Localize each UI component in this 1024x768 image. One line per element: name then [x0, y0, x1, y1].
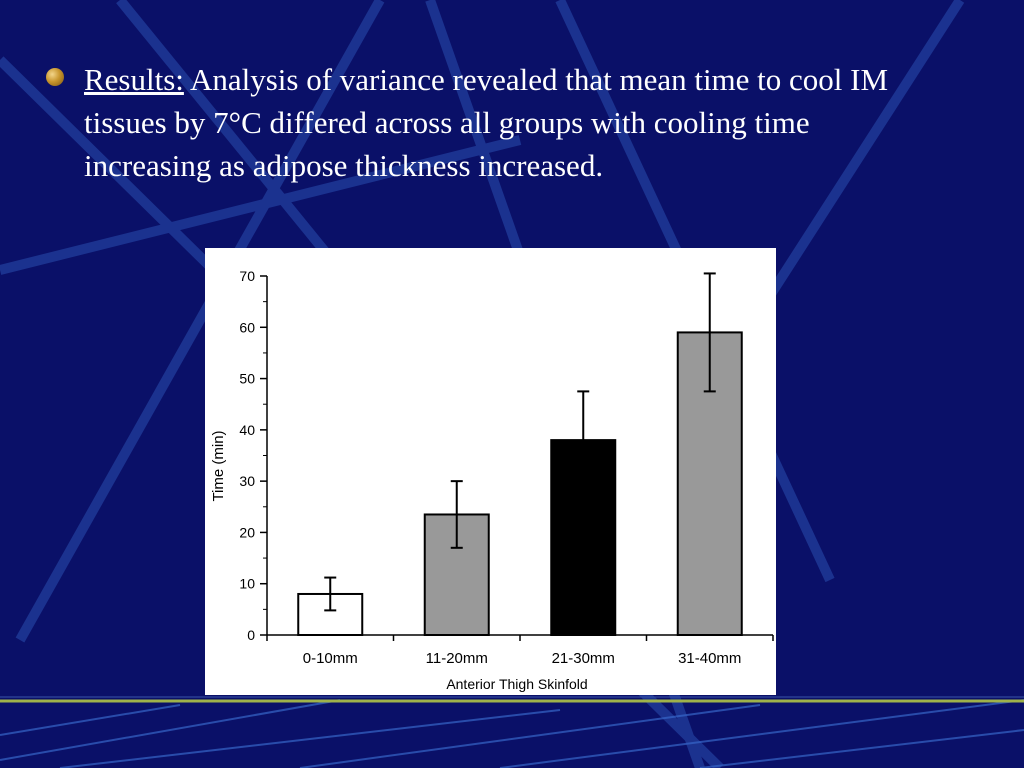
- y-tick-label: 40: [239, 422, 255, 438]
- bars: [297, 331, 743, 637]
- x-tick-label: 0-10mm: [303, 650, 358, 667]
- y-tick-label: 70: [239, 268, 255, 284]
- y-tick-label: 30: [239, 473, 255, 489]
- bar-chart: 0 10 20 30 40 50 60 70 0-10mm 11-20mm 21-30mm 31-4…: [210, 268, 774, 692]
- bullet-text: Results: Analysis of variance revealed t…: [84, 58, 904, 187]
- x-tick-label: 11-20mm: [426, 650, 488, 667]
- error-bars: [324, 272, 716, 612]
- y-tick-label: 0: [247, 627, 255, 643]
- x-axis-label: Anterior Thigh Skinfold: [446, 676, 587, 692]
- results-body: Analysis of variance revealed that mean …: [84, 62, 889, 183]
- x-tick-label: 21-30mm: [552, 650, 615, 667]
- bullet-icon: [46, 68, 64, 86]
- chart-panel: 0 10 20 30 40 50 60 70 0-10mm 11-20mm 21-30mm 31-4…: [205, 248, 776, 695]
- y-axis-label: Time (min): [210, 430, 227, 501]
- y-tick-label: 20: [239, 524, 255, 540]
- y-tick-label: 50: [239, 371, 255, 387]
- y-axis: 0 10 20 30 40 50 60 70: [239, 268, 268, 643]
- y-tick-label: 60: [239, 319, 255, 335]
- y-tick-label: 10: [239, 576, 255, 592]
- x-tick-label: 31-40mm: [678, 650, 741, 667]
- results-label: Results:: [84, 62, 184, 97]
- x-axis: 0-10mm 11-20mm 21-30mm 31-40mm: [266, 634, 774, 667]
